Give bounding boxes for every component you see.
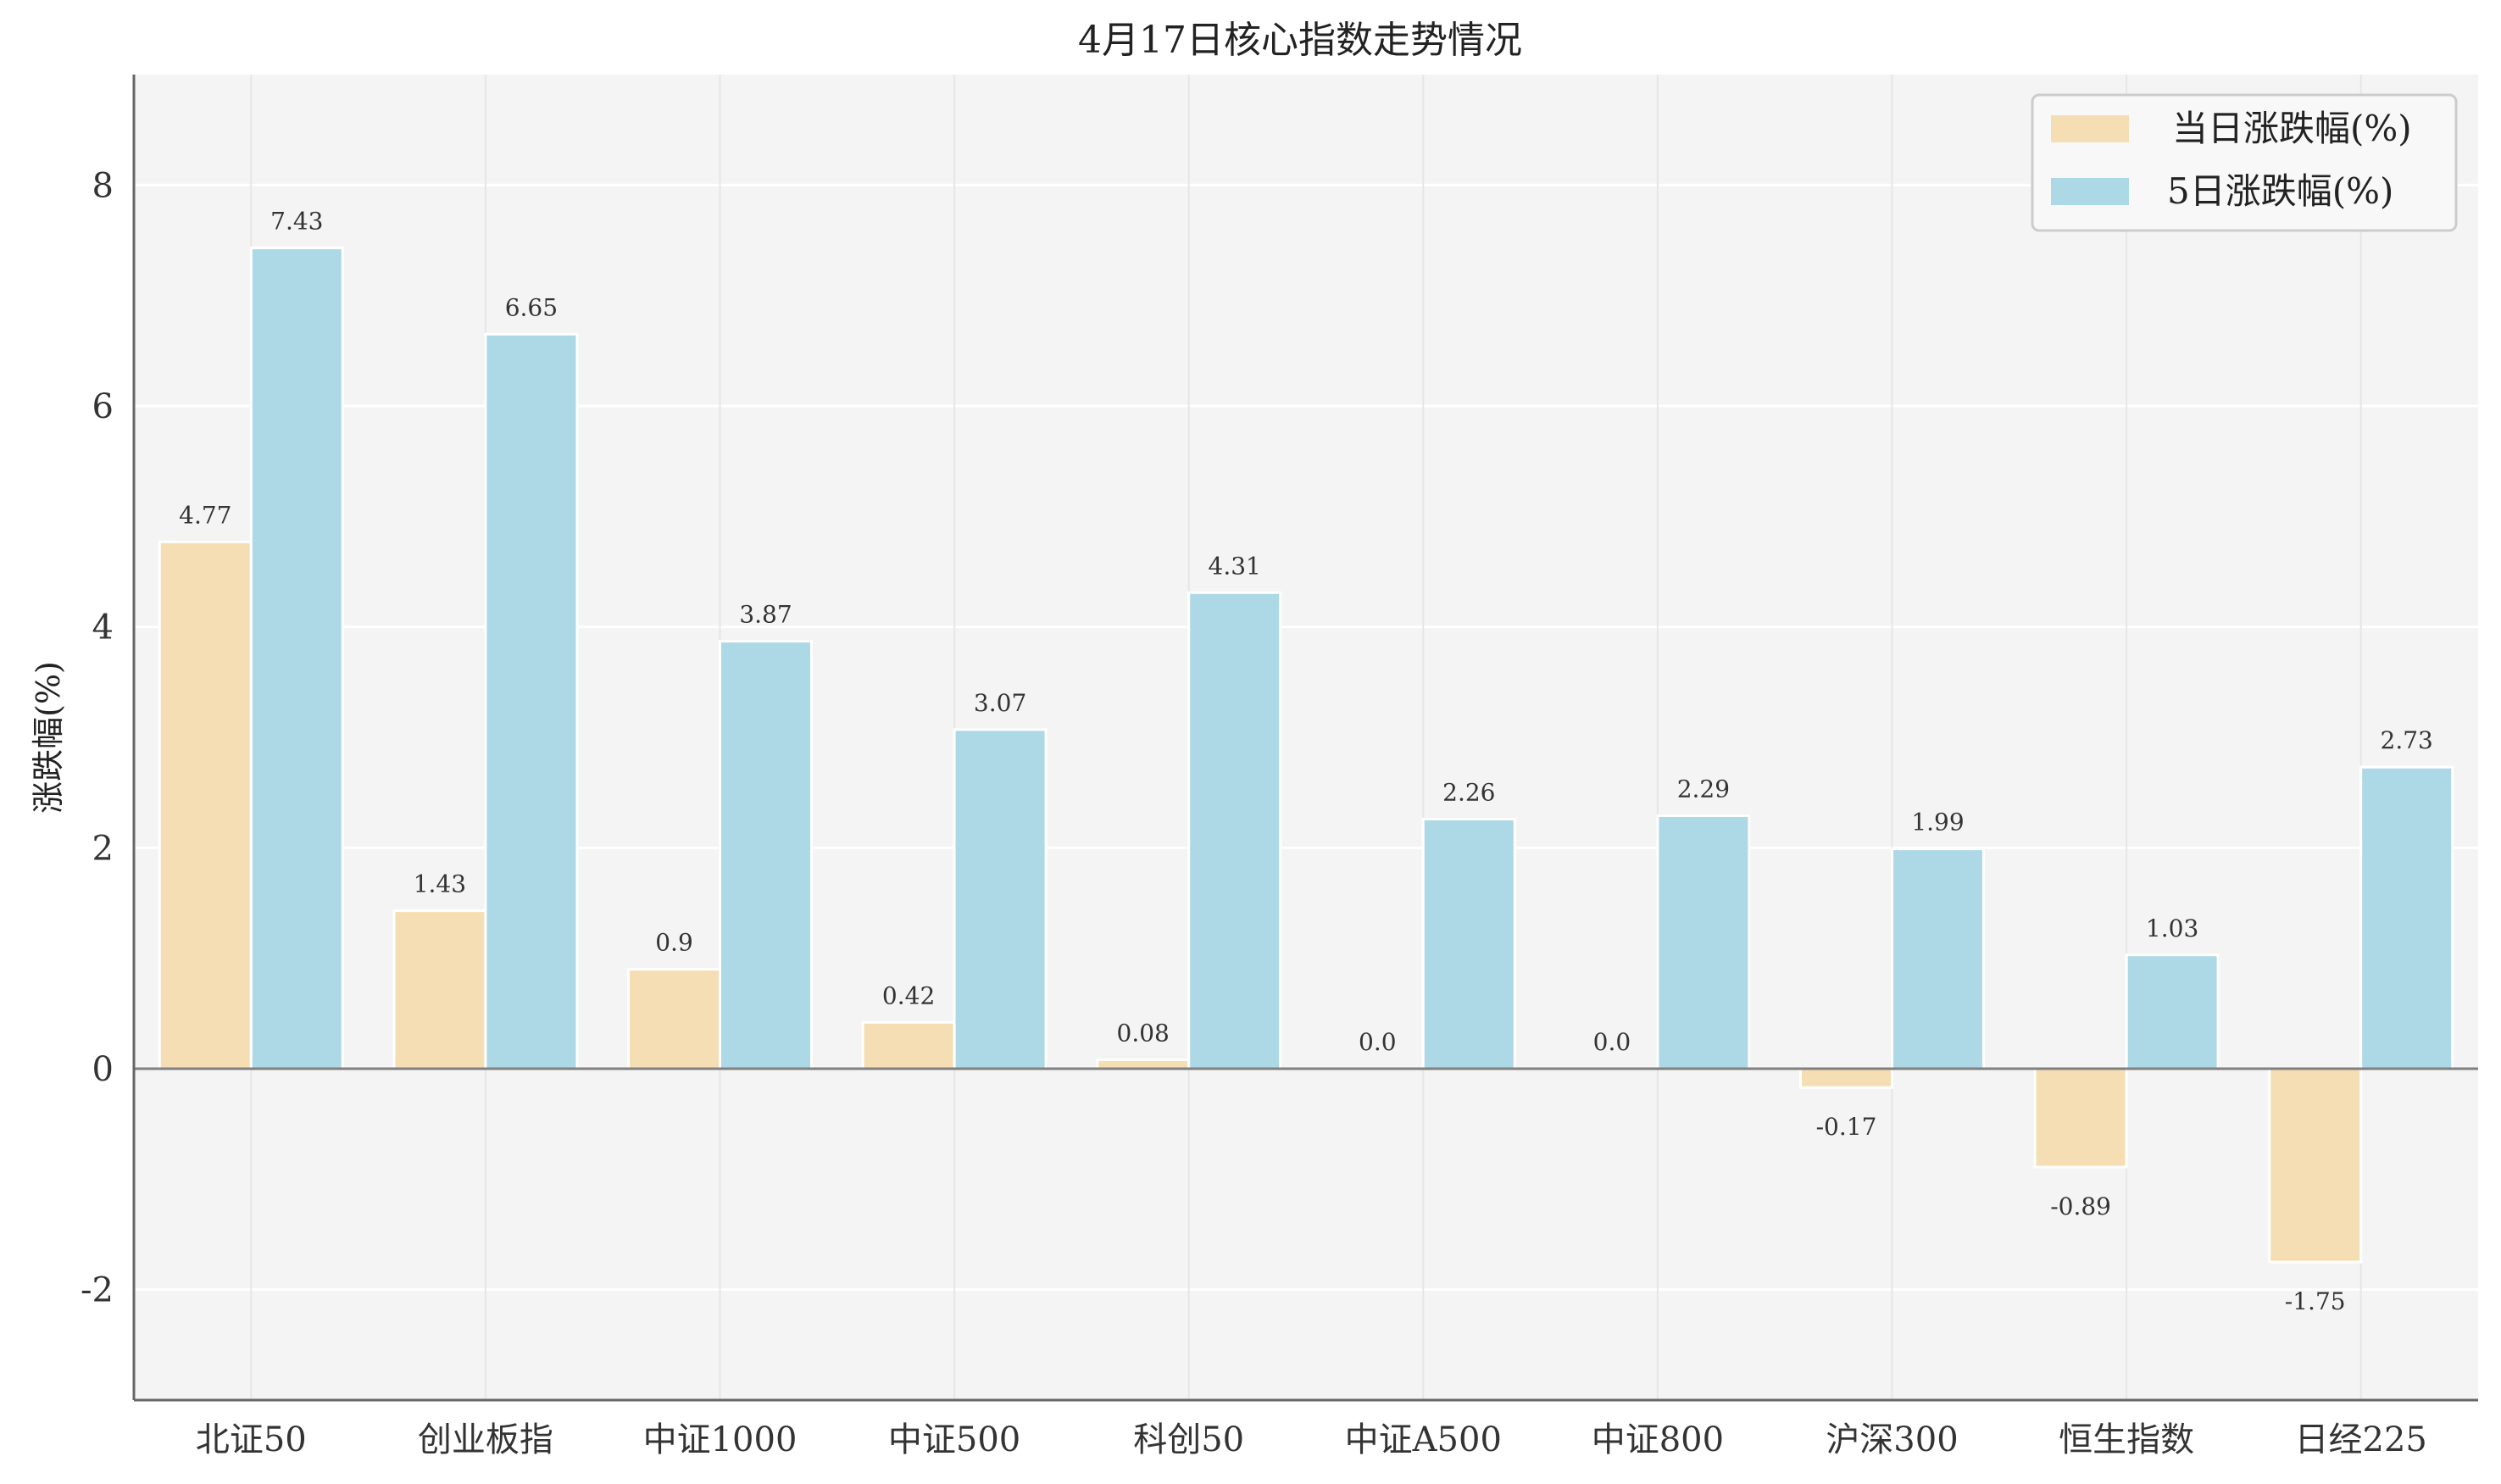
legend-label-daily: 当日涨跌幅(%) xyxy=(2172,108,2412,149)
chart-title: 4月17日核心指数走势情况 xyxy=(1078,19,1522,62)
bar-daily-2 xyxy=(627,968,721,1070)
data-label-daily-6: 0.0 xyxy=(1593,1028,1631,1056)
x-tick-label: 中证800 xyxy=(1592,1420,1724,1459)
data-label-5day-4: 4.31 xyxy=(1209,552,1261,580)
data-label-daily-9: -1.75 xyxy=(2285,1287,2346,1315)
y-tick-label: 4 xyxy=(92,609,114,648)
data-label-5day-9: 2.73 xyxy=(2381,726,2433,754)
data-label-5day-0: 7.43 xyxy=(270,208,323,236)
data-label-daily-1: 1.43 xyxy=(414,870,466,898)
bar-daily-9 xyxy=(2268,1067,2363,1264)
data-label-daily-8: -0.89 xyxy=(2050,1192,2111,1220)
x-tick-label: 北证50 xyxy=(196,1420,307,1459)
bar-5day-9 xyxy=(2359,765,2454,1070)
bar-daily-8 xyxy=(2033,1067,2128,1169)
bar-5day-2 xyxy=(719,640,813,1070)
bar-5day-5 xyxy=(1421,817,1516,1070)
x-tick-label: 日经225 xyxy=(2295,1420,2427,1459)
data-label-5day-6: 2.29 xyxy=(1677,775,1730,803)
bar-daily-3 xyxy=(861,1020,956,1070)
data-label-daily-7: -0.17 xyxy=(1816,1113,1877,1141)
x-tick-label: 沪深300 xyxy=(1826,1420,1958,1459)
axes xyxy=(132,75,2478,1402)
y-tick-labels: -2 0 2 4 6 8 xyxy=(81,166,114,1309)
x-tick-labels: 北证50 创业板指 中证1000 中证500 科创50 中证A500 中证800 沪深300 恒… xyxy=(196,1420,2427,1459)
data-label-5day-5: 2.26 xyxy=(1442,778,1495,806)
legend: 当日涨跌幅(%) 5日涨跌幅(%) xyxy=(2031,93,2458,232)
x-tick-label: 科创50 xyxy=(1133,1420,1244,1459)
legend-swatch-daily xyxy=(2051,115,2129,142)
bar-5day-0 xyxy=(249,247,344,1070)
y-axis-label: 涨跌幅(%) xyxy=(30,661,67,814)
data-label-5day-1: 6.65 xyxy=(505,293,558,321)
data-labels: 4.77 1.43 0.9 0.42 0.08 0.0 0.0 -0.17 -0.89 -1.75… xyxy=(179,208,2433,1315)
y-tick-label: -2 xyxy=(81,1271,114,1310)
bar-5day-7 xyxy=(1891,848,1985,1070)
bar-5day-8 xyxy=(2125,953,2220,1070)
y-tick-label: 0 xyxy=(92,1050,114,1089)
legend-box xyxy=(2031,93,2458,232)
data-label-5day-2: 3.87 xyxy=(739,601,792,629)
data-label-daily-2: 0.9 xyxy=(655,929,693,957)
x-tick-label: 中证A500 xyxy=(1345,1420,1502,1459)
y-tick-label: 2 xyxy=(92,829,114,868)
data-label-daily-3: 0.42 xyxy=(882,981,935,1009)
bar-daily-0 xyxy=(158,540,253,1070)
x-tick-label: 创业板指 xyxy=(418,1420,553,1459)
bar-5day-4 xyxy=(1187,591,1282,1070)
bar-daily-4 xyxy=(1096,1059,1191,1070)
data-label-daily-0: 4.77 xyxy=(179,501,231,529)
x-tick-label: 中证500 xyxy=(888,1420,1020,1459)
data-label-daily-5: 0.0 xyxy=(1359,1028,1397,1056)
data-label-5day-3: 3.07 xyxy=(974,689,1026,717)
data-label-5day-8: 1.03 xyxy=(2146,914,2198,942)
y-tick-label: 6 xyxy=(92,387,114,426)
y-tick-label: 8 xyxy=(92,166,114,205)
bar-5day-3 xyxy=(953,728,1048,1070)
bar-daily-1 xyxy=(392,909,487,1070)
x-tick-label: 恒生指数 xyxy=(2059,1420,2194,1459)
bar-5day-6 xyxy=(1656,814,1751,1070)
bar-daily-7 xyxy=(1799,1067,1893,1089)
legend-label-5day: 5日涨跌幅(%) xyxy=(2167,170,2393,212)
x-tick-label: 中证1000 xyxy=(643,1420,798,1459)
bar-5day-1 xyxy=(484,332,579,1070)
data-label-daily-4: 0.08 xyxy=(1117,1020,1170,1048)
legend-swatch-5day xyxy=(2051,178,2129,205)
data-label-5day-7: 1.99 xyxy=(1911,809,1964,836)
